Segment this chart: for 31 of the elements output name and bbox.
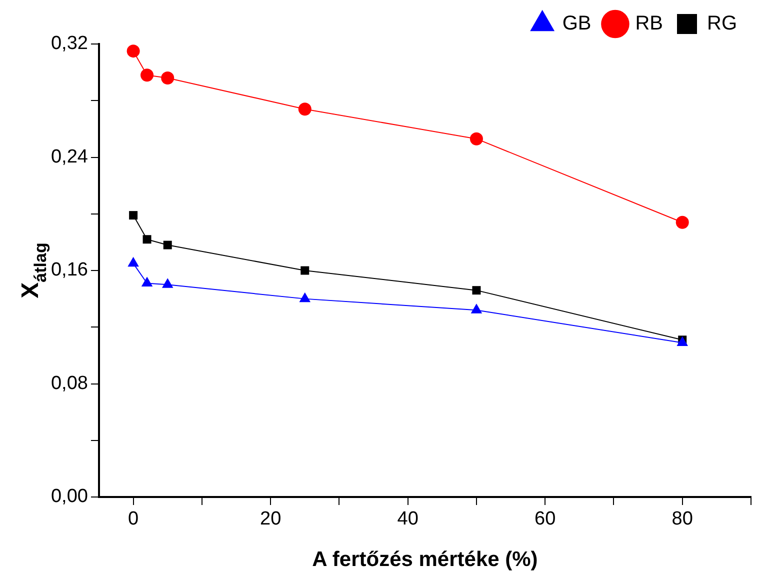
- legend-label: RG: [707, 12, 737, 35]
- point: [472, 286, 481, 295]
- point: [140, 68, 154, 82]
- point: [141, 276, 153, 286]
- point: [470, 304, 482, 314]
- y-tick-label: 0,24: [50, 146, 88, 168]
- y-tick-label: 0,32: [50, 33, 88, 54]
- legend-label: RB: [635, 12, 664, 35]
- point: [676, 216, 689, 229]
- point: [162, 278, 174, 288]
- point: [161, 71, 174, 84]
- y-axis-title: Xátlag: [17, 242, 50, 298]
- point: [299, 292, 311, 302]
- point: [128, 256, 139, 267]
- legend-label: GB: [562, 12, 592, 35]
- x-tick-label: 40: [397, 508, 418, 530]
- point: [298, 102, 312, 116]
- point: [470, 132, 483, 146]
- y-tick-label: 0,00: [50, 486, 88, 508]
- point: [300, 266, 310, 275]
- point: [163, 240, 172, 250]
- x-tick-label: 80: [672, 508, 693, 530]
- point: [129, 211, 138, 220]
- x-tick-label: 20: [260, 508, 282, 530]
- x-tick-label: 60: [534, 508, 556, 530]
- y-tick-label: 0,08: [50, 372, 88, 394]
- point: [126, 44, 140, 58]
- point: [142, 235, 152, 244]
- x-axis-title: A fertőzés mértéke (%): [312, 548, 538, 572]
- x-tick-label: 0: [128, 508, 139, 530]
- y-tick-label: 0,16: [50, 260, 88, 281]
